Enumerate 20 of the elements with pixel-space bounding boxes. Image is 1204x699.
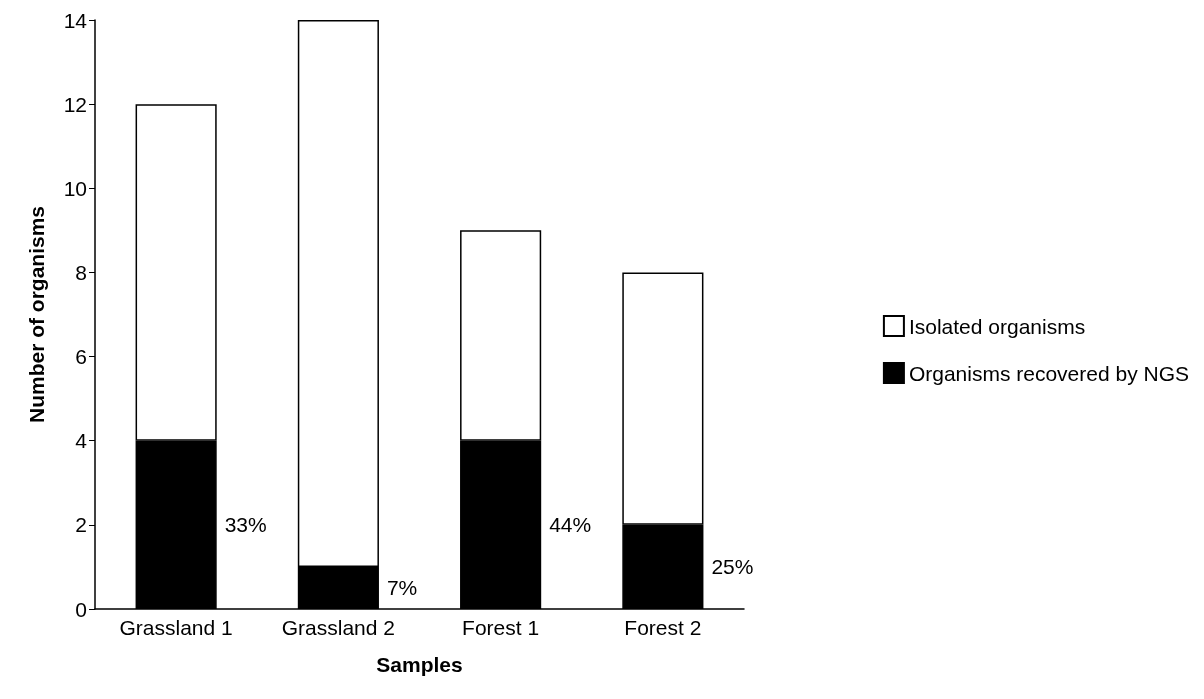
- x-tick-label: Forest 2: [624, 616, 702, 639]
- x-tick-label: Grassland 1: [119, 616, 233, 639]
- y-tick-label: 14: [63, 8, 88, 32]
- y-tick-label: 4: [75, 429, 88, 453]
- x-tick-label: Grassland 2: [281, 616, 395, 639]
- x-tick-label: Forest 1: [462, 616, 540, 639]
- legend-label: Isolated organisms: [908, 314, 1086, 338]
- y-tick-label: 10: [63, 176, 87, 200]
- y-tick-label: 8: [75, 260, 87, 284]
- y-axis-title: Number of organisms: [25, 205, 48, 424]
- y-tick-label: 6: [75, 345, 87, 369]
- x-axis-title: Samples: [376, 653, 463, 676]
- annotation: 33%: [224, 513, 267, 537]
- y-tick-label: 0: [75, 597, 87, 621]
- annotation: 25%: [711, 555, 754, 579]
- y-tick-label: 12: [63, 92, 87, 116]
- y-tick-label: 2: [75, 513, 87, 537]
- annotation: 7%: [386, 576, 418, 600]
- legend-label: Organisms recovered by NGS: [908, 361, 1190, 385]
- annotation: 44%: [549, 513, 592, 537]
